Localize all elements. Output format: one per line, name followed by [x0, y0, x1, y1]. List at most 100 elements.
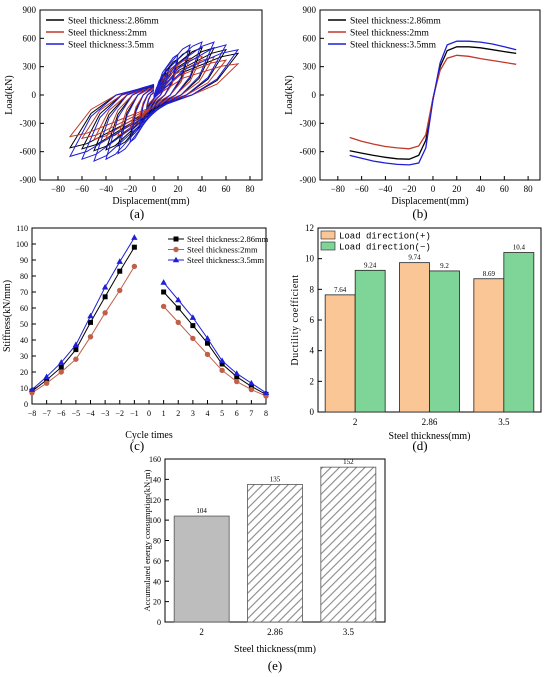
chart-e-ytick-label: 140 — [149, 475, 161, 484]
chart-e-ytick-label: 40 — [153, 577, 161, 586]
chart-c-point — [219, 367, 225, 374]
chart-d-xtick-label: 3.5 — [498, 417, 510, 427]
chart-a-xtick-label: 40 — [198, 184, 208, 194]
chart-c-ytick-label: 60 — [20, 304, 28, 313]
chart-c-xtick-label: −8 — [28, 409, 37, 418]
chart-d-bar-label: 9.24 — [364, 261, 377, 269]
chart-a-ytick-label: 300 — [23, 62, 37, 72]
chart-a-loop — [129, 53, 179, 144]
chart-d-bar — [354, 269, 386, 413]
chart-c-line — [31, 266, 135, 394]
chart-e-ytick-label: 80 — [153, 537, 161, 546]
chart-d-xlabel: Steel thickness(mm) — [389, 431, 471, 442]
chart-e-xtick-label: 2 — [199, 627, 204, 637]
chart-c-ytick-label: 70 — [20, 288, 28, 297]
chart-c-point — [87, 312, 94, 319]
chart-c-point — [116, 258, 123, 264]
chart-c-xtick-label: −4 — [86, 409, 95, 418]
chart-c-point — [73, 356, 79, 362]
chart-c-point — [44, 377, 50, 383]
chart-c-series-2 — [28, 234, 270, 396]
chart-c-point — [28, 386, 36, 392]
chart-d-bar — [399, 262, 430, 413]
chart-a-xtick-label: −40 — [99, 184, 114, 194]
chart-d-legend-label: Load direction(+) — [339, 232, 431, 242]
chart-c-xtick-label: −2 — [115, 409, 124, 418]
chart-a-xtick-label: 80 — [246, 184, 256, 194]
chart-a-ytick-label: -300 — [20, 118, 37, 128]
chart-e-bar-label: 104 — [196, 507, 207, 515]
chart-d-legend-swatch — [320, 241, 336, 251]
chart-a-ytick-label: 900 — [23, 5, 37, 15]
chart-a-legend-label: Steel thickness:2mm — [68, 29, 148, 39]
caption-a: (a) — [130, 206, 144, 221]
chart-d-ytick-label: 6 — [310, 315, 315, 325]
chart-d-bar — [429, 270, 460, 413]
chart-a-xtick-label: −20 — [123, 184, 138, 194]
chart-e-bar-label: 135 — [270, 475, 281, 483]
chart-e-xlabel: Steel thickness(mm) — [234, 644, 316, 655]
chart-d-ytick-label: 12 — [305, 223, 314, 233]
chart-e-ytick-label: 0 — [157, 618, 161, 627]
chart-c-point — [43, 380, 50, 386]
chart-a-legend-label: Steel thickness:2.86mm — [68, 17, 159, 27]
chart-b-series-2 — [349, 40, 517, 166]
chart-c-point — [72, 341, 80, 348]
chart-c-ytick-label: 0 — [24, 400, 28, 409]
chart-d-bar — [324, 294, 356, 413]
chart-d-legend-swatch — [320, 230, 336, 240]
chart-c-point — [161, 289, 167, 295]
chart-e-xtick-label: 2.86 — [267, 627, 283, 637]
chart-b-ylabel: Load(kN) — [284, 75, 295, 114]
chart-a-xtick-label: 20 — [174, 184, 184, 194]
chart-a-series-2 — [69, 41, 240, 163]
chart-c-point — [117, 268, 123, 274]
caption-b: (b) — [412, 206, 427, 221]
chart-b-ytick-label: -900 — [300, 175, 317, 185]
chart-d-ylabel: Ductility coefficient — [290, 274, 301, 365]
chart-e-bar — [247, 484, 303, 623]
chart-c-ytick-label: 10 — [20, 384, 28, 393]
chart-e-bar-label: 152 — [343, 458, 354, 466]
chart-b-ytick-label: 600 — [303, 33, 317, 43]
chart-c-xtick-label: −7 — [42, 409, 51, 418]
chart-b-xtick-label: 80 — [524, 184, 534, 194]
chart-c-point — [87, 334, 94, 340]
chart-c-xtick-label: −1 — [130, 409, 139, 418]
chart-e-ytick-label: 120 — [149, 496, 161, 505]
chart-b-xtick-label: 40 — [476, 184, 486, 194]
caption-e: (e) — [268, 658, 282, 673]
chart-c-line — [163, 306, 267, 397]
chart-d-ytick-label: 2 — [310, 376, 315, 386]
chart-b-ytick-label: 900 — [303, 5, 317, 15]
chart-a-xlabel: Displacement(mm) — [112, 196, 189, 207]
chart-c-xtick-label: 8 — [264, 409, 268, 418]
chart-c-point — [175, 296, 182, 303]
chart-b-xtick-label: 0 — [431, 184, 436, 194]
chart-c-point — [173, 236, 179, 242]
chart-c-ytick-label: 110 — [16, 224, 28, 233]
chart-c-point — [233, 370, 240, 376]
chart-c-point — [131, 244, 137, 250]
chart-c-ytick-label: 90 — [20, 256, 28, 265]
chart-d-bar-label: 7.64 — [334, 286, 347, 294]
chart-a-xtick-label: −80 — [51, 184, 66, 194]
chart-d-xtick-label: 2 — [353, 417, 358, 427]
chart-d-ytick-label: 4 — [310, 346, 315, 356]
chart-d-legend-label: Load direction(−) — [339, 243, 431, 253]
chart-b-xlabel: Displacement(mm) — [391, 196, 468, 207]
chart-a-ytick-label: -900 — [20, 175, 37, 185]
chart-c-ylabel: Stiffness(kN/mm) — [2, 280, 13, 352]
chart-b-xtick-label: 60 — [500, 184, 510, 194]
chart-c-point — [204, 335, 211, 341]
chart-c-point — [173, 246, 179, 253]
chart-a-xtick-label: 60 — [222, 184, 232, 194]
chart-c-xtick-label: −3 — [101, 409, 110, 418]
chart-d-bar-label: 9.2 — [440, 262, 449, 270]
chart-c-point — [88, 319, 93, 325]
chart-c-line — [31, 237, 135, 390]
chart-c-xtick-label: 3 — [191, 409, 195, 418]
chart-d-ytick-label: 10 — [305, 254, 315, 264]
chart-c-point — [160, 303, 167, 310]
chart-d-bar-label: 9.74 — [408, 254, 421, 262]
